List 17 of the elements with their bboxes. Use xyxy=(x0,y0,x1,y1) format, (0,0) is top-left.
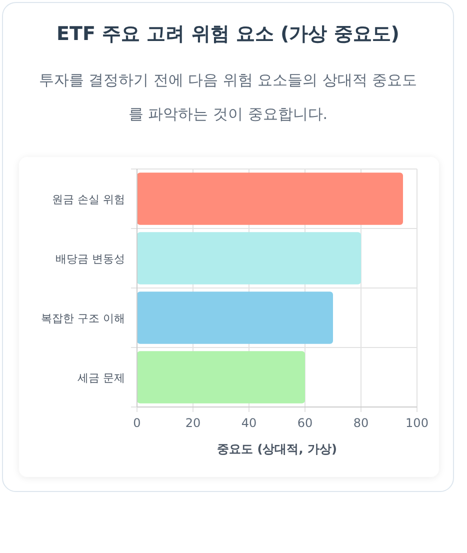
bar xyxy=(137,292,333,344)
bar xyxy=(137,351,305,404)
bar xyxy=(137,172,403,225)
y-tick-label: 배당금 변동성 xyxy=(56,252,125,266)
x-tick-label: 40 xyxy=(241,416,257,430)
y-tick-label: 복잡한 구조 이해 xyxy=(41,312,125,325)
x-tick-label: 100 xyxy=(406,416,428,430)
y-tick-label: 원금 손실 위험 xyxy=(52,192,125,206)
y-tick-label: 세금 문제 xyxy=(78,371,125,384)
x-tick-label: 60 xyxy=(297,416,313,430)
bar xyxy=(137,232,361,284)
chart-subtitle: 투자를 결정하기 전에 다음 위험 요소들의 상대적 중요도를 파악하는 것이 중요합니다. xyxy=(38,70,418,125)
chart-title: ETF 주요 고려 위험 요소 (가상 중요도) xyxy=(56,22,400,47)
x-tick-label: 20 xyxy=(185,416,201,430)
x-tick-label: 80 xyxy=(353,416,369,430)
x-axis-title: 중요도 (상대적, 가상) xyxy=(217,442,337,456)
x-tick-label: 0 xyxy=(133,416,141,430)
